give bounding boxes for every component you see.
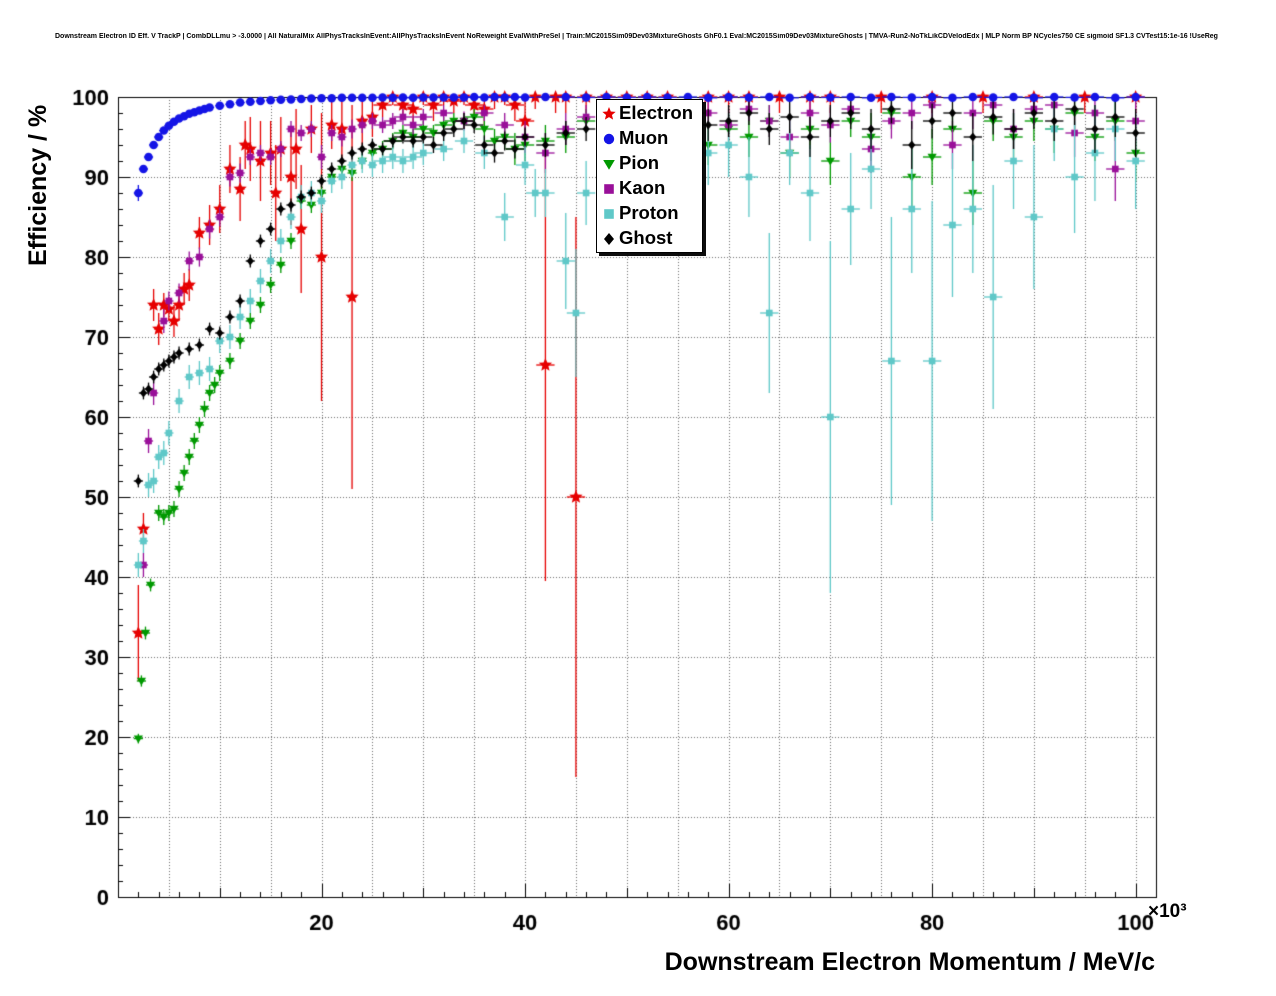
legend: Electron Muon Pion Kaon Proton Ghost [596, 99, 704, 253]
legend-label-kaon: Kaon [619, 177, 666, 199]
muon-marker-icon [600, 131, 617, 147]
ghost-marker-icon [600, 231, 617, 247]
legend-item-electron: Electron [600, 101, 693, 126]
kaon-marker-icon [600, 181, 617, 197]
legend-label-muon: Muon [619, 127, 669, 149]
pion-marker-icon [600, 156, 617, 172]
legend-item-proton: Proton [600, 201, 693, 226]
legend-label-pion: Pion [619, 152, 660, 174]
x-axis-exponent-label: ×10³ [1148, 901, 1187, 922]
legend-item-muon: Muon [600, 126, 693, 151]
legend-label-proton: Proton [619, 202, 679, 224]
plot-title: Downstream Electron ID Eff. V TrackP | C… [55, 33, 1218, 40]
legend-item-kaon: Kaon [600, 176, 693, 201]
legend-item-pion: Pion [600, 151, 693, 176]
x-axis-title: Downstream Electron Momentum / MeV/c [664, 948, 1155, 976]
legend-label-ghost: Ghost [619, 227, 673, 249]
electron-marker-icon [600, 106, 617, 122]
proton-marker-icon [600, 206, 617, 222]
y-axis-title: Efficiency / % [24, 104, 52, 266]
legend-item-ghost: Ghost [600, 226, 693, 251]
legend-label-electron: Electron [619, 102, 694, 124]
